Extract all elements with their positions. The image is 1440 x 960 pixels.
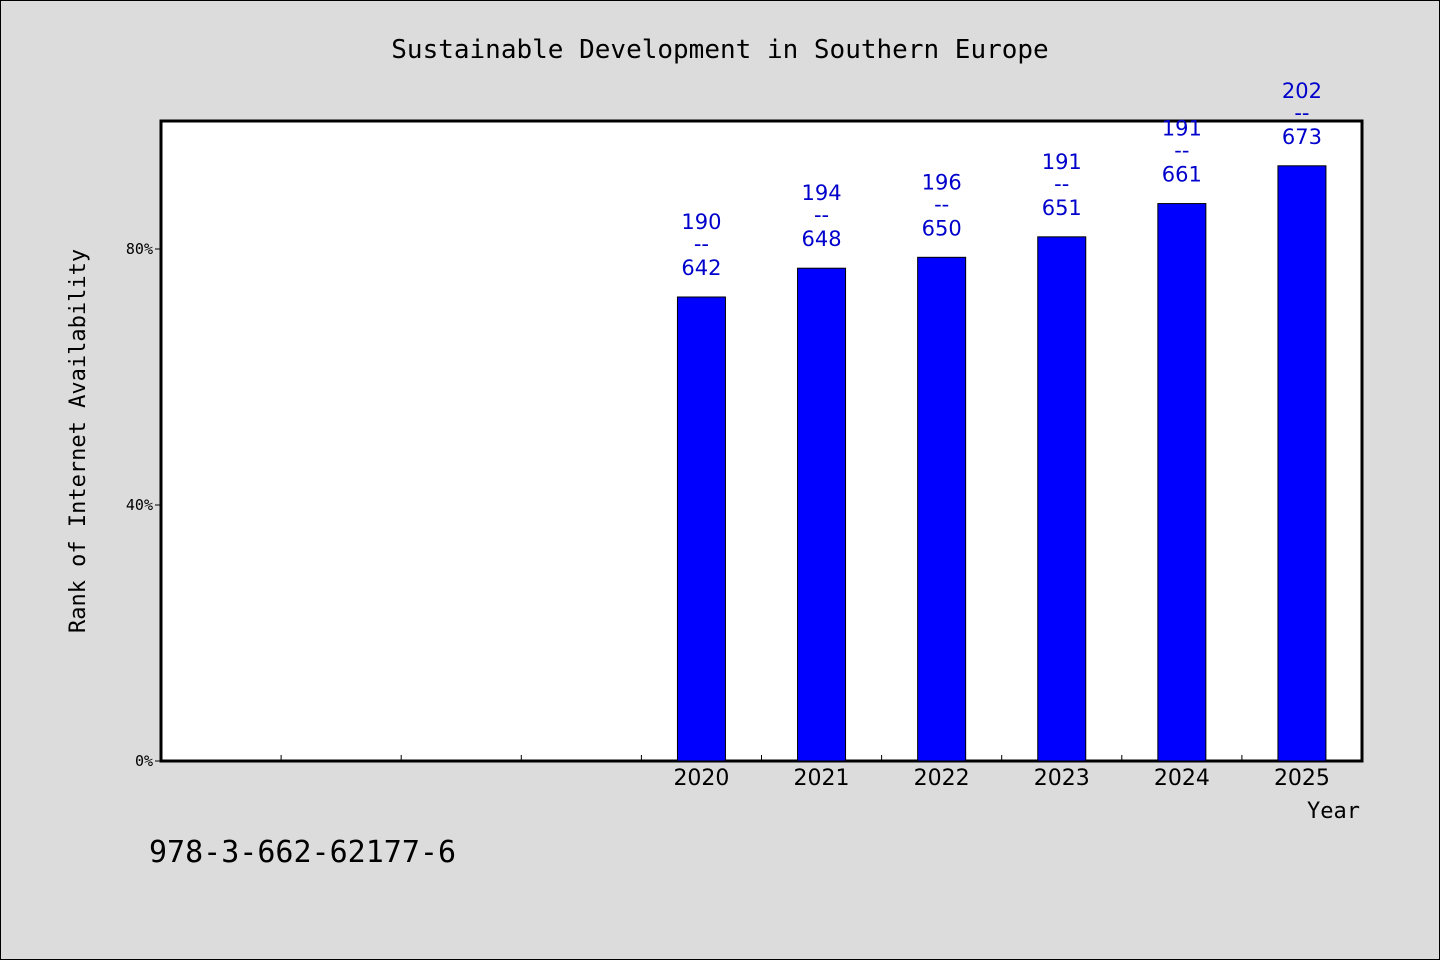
- data-label: 673: [1282, 125, 1322, 149]
- bar: [1277, 165, 1327, 762]
- data-label: 651: [1042, 196, 1082, 220]
- data-label: 650: [922, 216, 962, 240]
- data-label: --: [1054, 172, 1069, 196]
- bar: [1037, 236, 1087, 762]
- x-tick-label: 2022: [914, 766, 970, 791]
- x-tick-label: 2020: [673, 766, 729, 791]
- data-label: 191: [1162, 117, 1202, 141]
- data-label: 196: [922, 170, 962, 194]
- data-label: 190: [681, 210, 721, 234]
- data-label: 194: [802, 181, 842, 205]
- data-label: --: [694, 232, 709, 256]
- bar: [676, 296, 726, 762]
- data-label: 642: [681, 256, 721, 280]
- data-label: --: [1174, 139, 1189, 163]
- bar: [917, 256, 967, 762]
- y-tick-label: 0%: [135, 752, 153, 770]
- data-label: --: [814, 203, 829, 227]
- x-axis-label: Year: [1307, 799, 1360, 824]
- data-label: 202: [1282, 79, 1322, 103]
- y-tick-label: 80%: [126, 240, 153, 258]
- x-tick-label: 2024: [1154, 766, 1210, 791]
- data-label: 661: [1162, 163, 1202, 187]
- footer-identifier: 978-3-662-62177-6: [149, 835, 457, 870]
- bar: [1157, 203, 1207, 762]
- x-tick-label: 2023: [1034, 766, 1090, 791]
- bar: [797, 267, 847, 762]
- data-label: --: [1294, 101, 1309, 125]
- x-tick-label: 2025: [1274, 766, 1330, 791]
- data-label: 191: [1042, 150, 1082, 174]
- chart-title: Sustainable Development in Southern Euro…: [391, 35, 1049, 65]
- y-tick-label: 40%: [126, 496, 153, 514]
- data-label: 648: [802, 227, 842, 251]
- data-label: --: [934, 192, 949, 216]
- x-tick-label: 2021: [794, 766, 850, 791]
- y-axis-label: Rank of Internet Availability: [66, 249, 91, 633]
